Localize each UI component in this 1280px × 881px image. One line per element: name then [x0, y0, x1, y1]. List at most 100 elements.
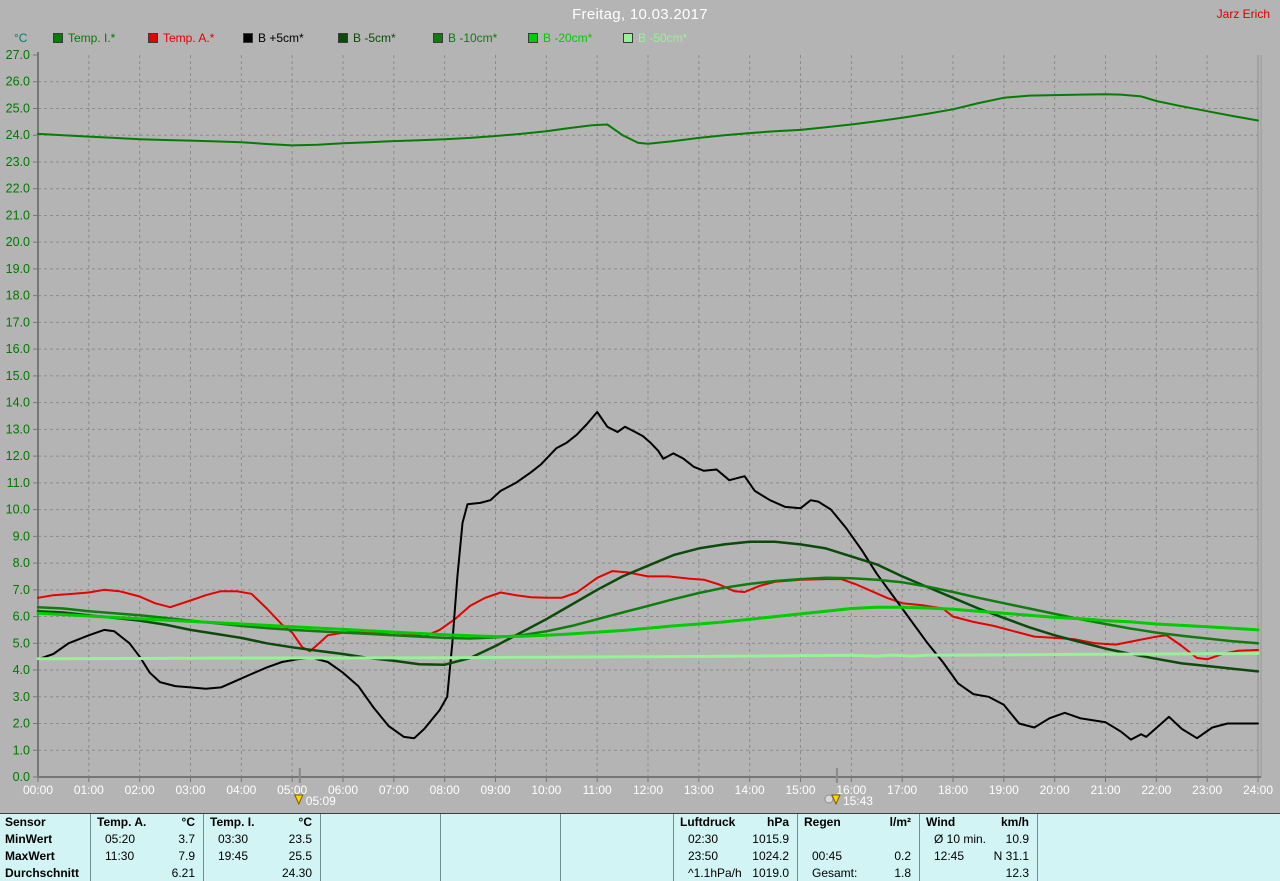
stat-value [552, 848, 560, 865]
legend-item-b--10cm[interactable]: B -10cm* [433, 31, 528, 45]
series-temp-i [37, 93, 1259, 147]
stat-cell: Gesamt: [812, 866, 858, 880]
legend-label: B -50cm* [638, 31, 688, 45]
sunset-marker: 15:43 [824, 768, 873, 808]
stat-cell: 05:20 [105, 832, 136, 846]
svg-text:19.0: 19.0 [6, 262, 30, 276]
stat-row-label: Durchschnitt [5, 866, 80, 880]
stat-col-unit: km/h [1000, 815, 1029, 829]
stat-cell [321, 831, 335, 848]
svg-text:13.0: 13.0 [6, 422, 30, 436]
svg-text:1.0: 1.0 [13, 743, 30, 757]
svg-text:11.0: 11.0 [7, 476, 30, 490]
svg-text:03:00: 03:00 [175, 783, 205, 797]
series-b--5cm [36, 540, 1260, 673]
stat-cell [920, 865, 934, 881]
svg-text:23.0: 23.0 [6, 155, 30, 169]
legend-swatch [338, 33, 348, 43]
legend-label: Temp. I.* [68, 31, 116, 45]
stat-row-label: Sensor [5, 815, 46, 829]
svg-text:09:00: 09:00 [480, 783, 510, 797]
svg-text:13:00: 13:00 [684, 783, 714, 797]
legend-label: Temp. A.* [163, 31, 215, 45]
stat-col-header: Luftdruck [680, 815, 736, 829]
legend-label: B -20cm* [543, 31, 593, 45]
stats-table: Sensor MinWert MaxWert Durchschnitt Temp. A.… [0, 813, 1280, 881]
sunrise-marker: 05:09 [294, 768, 336, 808]
legend-item-b--20cm[interactable]: B -20cm* [528, 31, 623, 45]
stat-value [911, 831, 919, 848]
chart-canvas: 0.0 1.0 2.0 3.0 4.0 5.0 6.0 7.0 8.0 9.0 10.0 11.0 12… [6, 48, 1274, 808]
svg-text:17.0: 17.0 [6, 315, 30, 329]
stat-value: 1.8 [894, 866, 911, 880]
svg-text:9.0: 9.0 [13, 529, 30, 543]
svg-text:15:00: 15:00 [785, 783, 815, 797]
legend-item-b--50cm[interactable]: B -50cm* [623, 31, 718, 45]
stat-cell [561, 848, 575, 865]
svg-text:24:00: 24:00 [1243, 783, 1273, 797]
svg-text:3.0: 3.0 [13, 690, 30, 704]
stat-column-empty [440, 814, 560, 881]
stat-cell [1038, 848, 1052, 865]
series-b-+5cm [37, 411, 1259, 741]
svg-text:17:00: 17:00 [887, 783, 917, 797]
stat-value [432, 865, 440, 881]
stat-col-unit [432, 814, 440, 831]
svg-text:20.0: 20.0 [6, 235, 30, 249]
stat-value: 7.9 [178, 849, 195, 863]
svg-text:11:00: 11:00 [583, 783, 612, 797]
stat-value: 6.21 [171, 866, 195, 880]
stat-col-header [561, 814, 567, 831]
stat-value [665, 848, 673, 865]
stat-cell: ^1.1hPa/h [688, 866, 742, 880]
stat-value: N 31.1 [993, 849, 1029, 863]
stat-value [1272, 848, 1280, 865]
stat-column-regen: Regen l/m² 00:45 0.2 Gesamt: 1.8 [797, 814, 919, 881]
y-axis-labels: 0.0 1.0 2.0 3.0 4.0 5.0 6.0 7.0 8.0 9.0 10.0 11.0 12… [6, 48, 30, 784]
stat-cell [561, 831, 575, 848]
stat-value [552, 831, 560, 848]
legend-item-temp-i[interactable]: Temp. I.* [53, 31, 148, 45]
svg-text:08:00: 08:00 [430, 783, 460, 797]
stat-col-header: Temp. I. [210, 815, 255, 829]
stat-column-temp-i-: Temp. I. °C 03:30 23.5 19:45 25.5 24.30 [203, 814, 320, 881]
stat-cell: Ø 10 min. [934, 832, 987, 846]
stat-col-header: Regen [804, 815, 841, 829]
svg-text:23:00: 23:00 [1192, 783, 1222, 797]
stat-value [432, 831, 440, 848]
y-axis-unit-label: °C [14, 31, 28, 45]
svg-text:5.0: 5.0 [13, 636, 30, 650]
svg-text:14:00: 14:00 [735, 783, 765, 797]
svg-text:8.0: 8.0 [13, 556, 30, 570]
legend-item-b-+5cm[interactable]: B +5cm* [243, 31, 338, 45]
stat-col-header [321, 814, 327, 831]
svg-text:21:00: 21:00 [1090, 783, 1120, 797]
svg-text:12.0: 12.0 [6, 449, 30, 463]
stat-value: 25.5 [288, 849, 312, 863]
legend-item-temp-a[interactable]: Temp. A.* [148, 31, 243, 45]
svg-text:00:00: 00:00 [23, 783, 53, 797]
chart-legend: °C Temp. I.* Temp. A.* B +5cm* B -5cm* B -10… [14, 30, 718, 46]
stat-column-empty [560, 814, 673, 881]
svg-text:06:00: 06:00 [328, 783, 358, 797]
owner-watermark: Jarz Erich [1216, 7, 1270, 21]
stat-cell [321, 865, 335, 881]
svg-text:26.0: 26.0 [6, 75, 30, 89]
stat-col-header [441, 814, 447, 831]
svg-text:19:00: 19:00 [989, 783, 1019, 797]
sunset-icon [824, 794, 841, 806]
legend-swatch [148, 33, 158, 43]
legend-item-b--5cm[interactable]: B -5cm* [338, 31, 433, 45]
svg-text:6.0: 6.0 [13, 610, 30, 624]
legend-swatch [53, 33, 63, 43]
stat-value [665, 831, 673, 848]
stat-col-header: Wind [926, 815, 956, 829]
sunrise-time-label: 05:09 [306, 794, 336, 808]
legend-label: B -10cm* [448, 31, 498, 45]
stat-col-header: Temp. A. [97, 815, 147, 829]
stat-col-unit [552, 814, 560, 831]
stat-cell: 12:45 [934, 849, 965, 863]
legend-label: B +5cm* [258, 31, 304, 45]
legend-swatch [528, 33, 538, 43]
stat-value: 3.7 [178, 832, 195, 846]
